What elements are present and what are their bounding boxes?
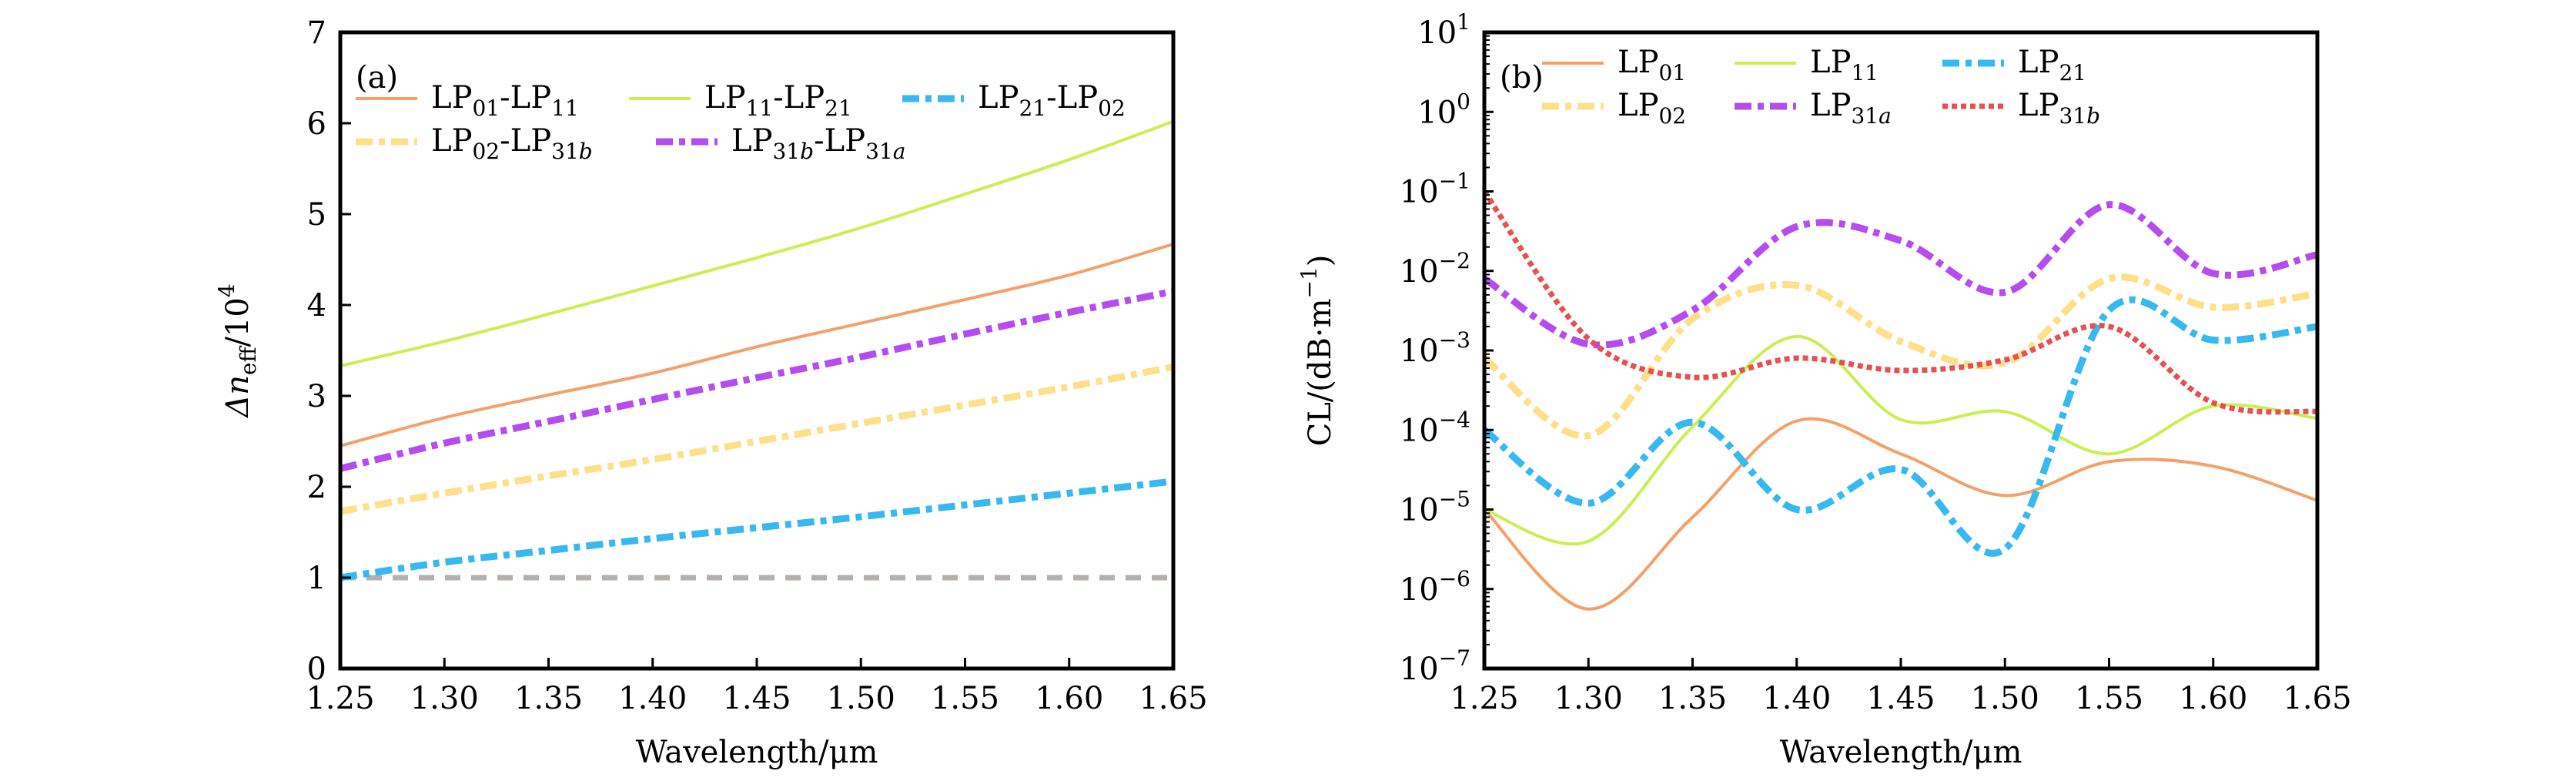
legend-item-lp21: LP21​ [1942,45,2086,85]
legend-label: LP02​ [1618,88,1686,129]
legend-item-lp11: LP11​ [1735,45,1878,85]
panel-b: 1.25 1.30 1.35 1.40 1.45 1.50 1.55 1.60 1.65 101 1… [1296,9,2352,770]
legend-label: LP01​ [1618,45,1686,85]
x-tick-label: 1.25 [1450,681,1518,716]
series-line-lp31b-lp31a [340,287,1173,472]
y-tick-label: 2 [307,470,326,505]
x-tick-label: 1.65 [1139,681,1207,716]
series-line-lp31b [1484,189,2317,415]
x-tick-label: 1.60 [2179,681,2247,716]
x-tick-label: 1.35 [514,681,583,716]
plot-area [340,119,1173,582]
y-tick-label: 10−4 [1400,407,1470,448]
x-tick-label: 1.50 [827,681,895,716]
y-tick-label: 10−6 [1400,566,1470,608]
y-axis-title: CL/(dB·m−1) [1296,255,1338,447]
legend-item-lp31b: LP31b​ [1942,88,2100,129]
legend-item-lp11-lp21: LP11​-LP21​ [629,80,852,121]
y-tick-label: 100 [1417,89,1470,130]
x-tick-label: 1.55 [931,681,999,716]
legend-item-lp01-lp11: LP01​-LP11​ [356,80,579,121]
legend-label: LP21​ [2018,45,2086,85]
plot-frame [1482,30,2320,671]
x-tick-label: 1.30 [1554,681,1623,716]
panel-label: (a) [356,60,398,96]
series-line-lp21 [1484,296,2317,557]
legend-label: LP31a​ [1810,88,1892,129]
y-tick-label: 1 [307,561,326,596]
x-tick-label: 1.55 [2075,681,2143,716]
legend-item-lp01: LP01​ [1542,45,1686,85]
x-tick-label: 1.65 [2283,681,2351,716]
series-line-lp01-lp11 [340,243,1173,447]
panel-a: 1.25 1.30 1.35 1.40 1.45 1.50 1.55 1.60 1.65 0 1 2 3… [214,15,1208,770]
y-tick-label: 10−3 [1400,327,1470,369]
x-tick-label: 1.25 [306,681,374,716]
x-tick-label: 1.50 [1971,681,2039,716]
y-tick-label: 4 [307,288,326,323]
series-line-lp21-lp02 [340,478,1173,582]
legend-label: LP01​-LP11​ [431,80,579,121]
x-tick-label: 1.45 [722,681,791,716]
series-line-lp02 [1484,273,2317,440]
legend-item-lp02: LP02​ [1542,88,1686,129]
legend-label: LP11​-LP21​ [704,80,852,121]
y-tick-label: 10−1 [1400,169,1470,210]
y-tick-label: 7 [307,15,326,51]
panel-label: (b) [1500,60,1544,96]
y-tick-label: 5 [307,197,326,233]
series-line-lp02-lp31b [340,363,1173,515]
legend-label: LP11​ [1810,45,1878,85]
y-tick-label: 0 [307,652,326,687]
series-line-lp11 [1484,334,2317,546]
y-tick-label: 10−5 [1400,487,1470,528]
legend-item-lp31b-lp31a: LP31b​-LP31a​ [656,123,905,164]
series-line-lp01 [1484,417,2317,611]
x-tick-label: 1.40 [618,681,687,716]
plot-area [1484,189,2317,611]
y-tick-label: 6 [307,106,326,142]
y-axis-title: Δneff/104 [214,283,261,418]
legend-label: LP21​-LP02​ [978,80,1126,121]
y-tick-label: 10−7 [1400,645,1470,687]
legend-item-lp21-lp02: LP21​-LP02​ [902,80,1126,121]
legend-label: LP31b​-LP31a​ [731,123,905,164]
legend-item-lp02-lp31b: LP02​-LP31b​ [356,123,593,164]
x-tick-label: 1.35 [1658,681,1727,716]
legend-item-lp31a: LP31a​ [1735,88,1892,129]
x-tick-label: 1.30 [410,681,479,716]
legend-label: LP31b​ [2018,88,2100,129]
x-axis-title: Wavelength/μm [636,735,878,770]
series-line-lp31a [1484,201,2317,349]
series-line-lp11-lp21 [340,119,1173,368]
legend: LP01​ LP11​ LP21​ LP02​ LP31a​ LP31b​ [1542,45,2100,129]
y-tick-label: 10−2 [1400,248,1470,290]
x-tick-label: 1.45 [1866,681,1935,716]
x-tick-label: 1.60 [1035,681,1103,716]
legend: LP01​-LP11​ LP11​-LP21​ LP21​-LP02​ LP02​-L… [356,80,1126,164]
legend-label: LP02​-LP31b​ [431,123,593,164]
y-tick-label: 3 [307,379,326,414]
y-tick-label: 101 [1417,9,1470,51]
x-tick-label: 1.40 [1762,681,1831,716]
x-axis-title: Wavelength/μm [1780,735,2022,770]
